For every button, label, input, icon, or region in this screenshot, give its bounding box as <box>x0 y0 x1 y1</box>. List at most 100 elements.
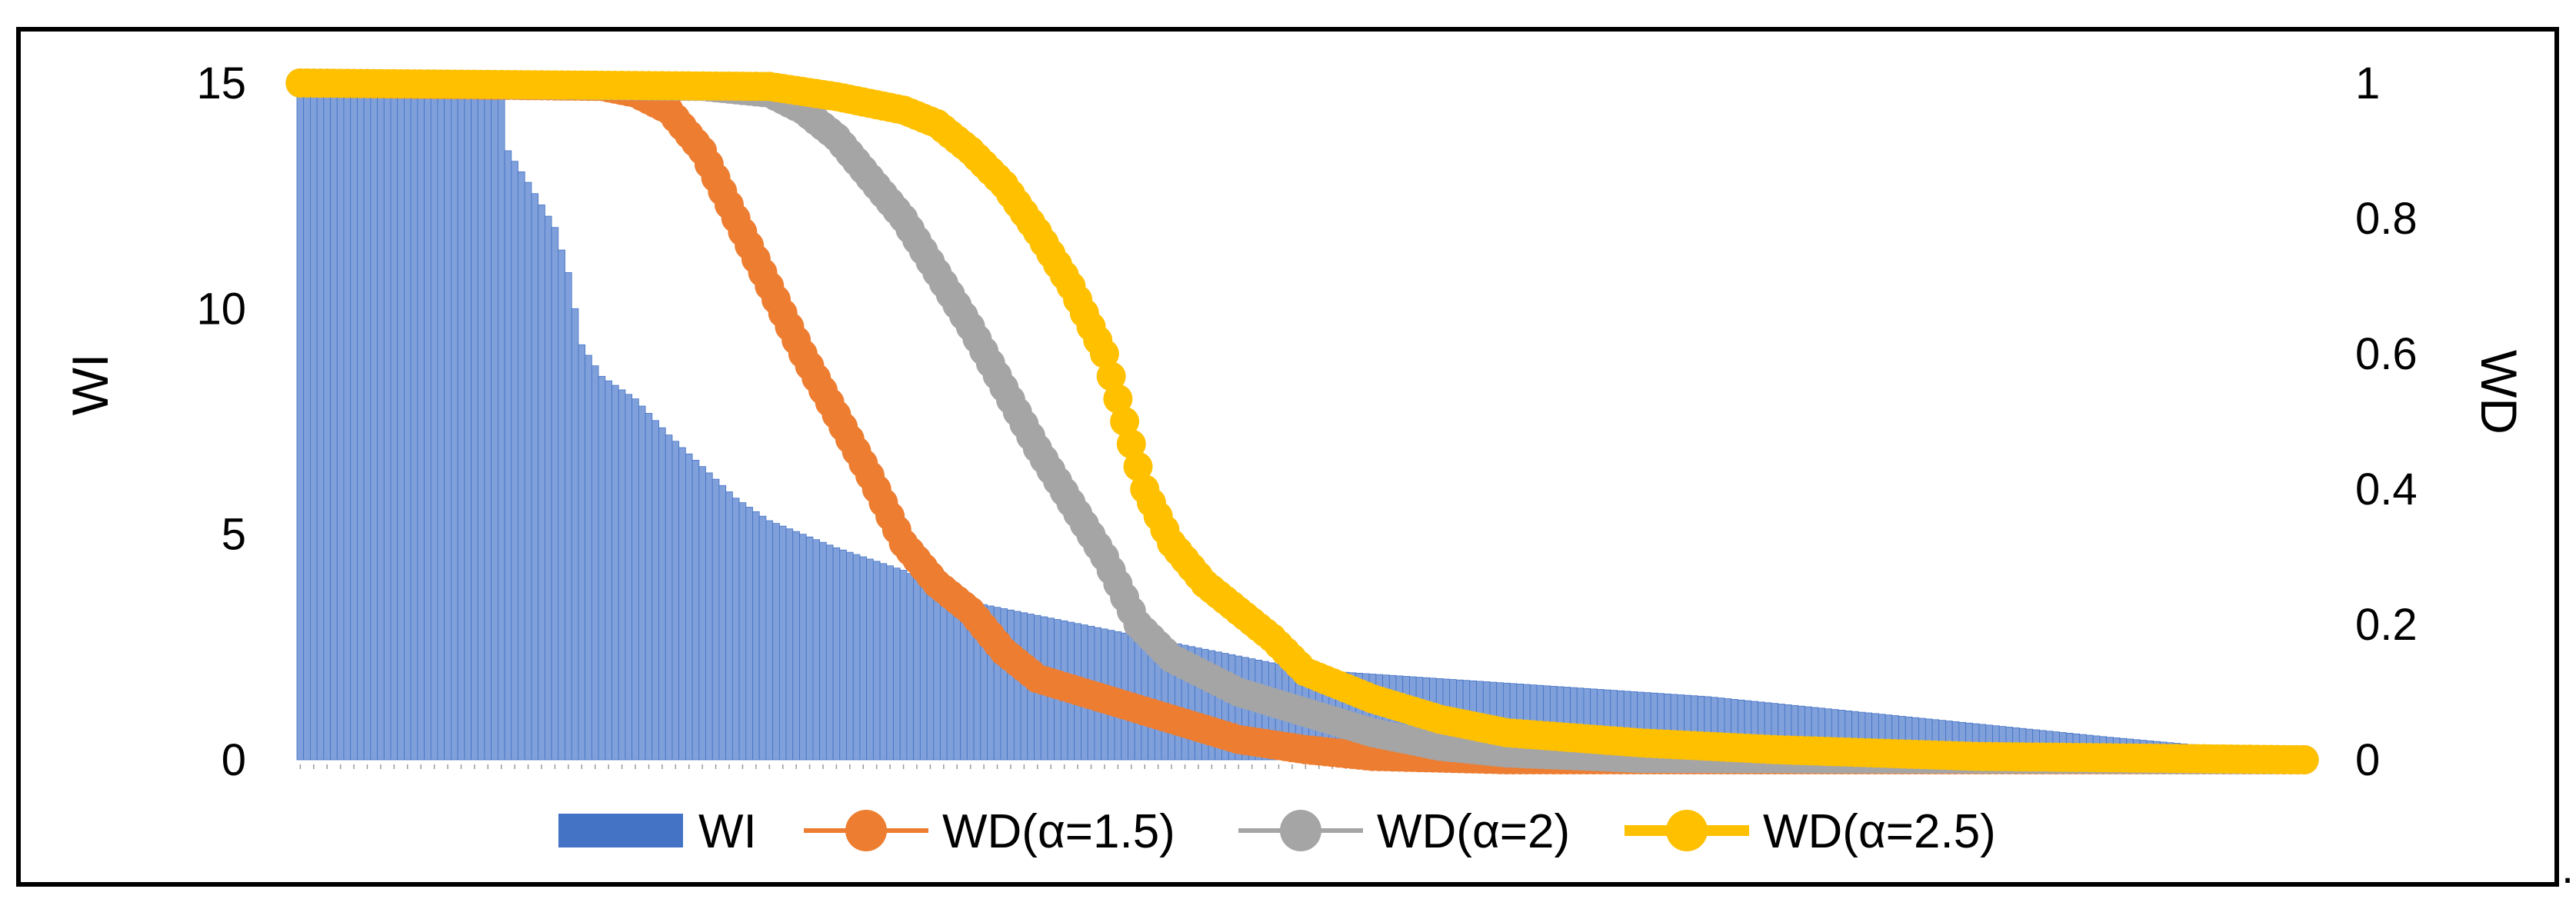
wi-bar <box>711 478 720 761</box>
wi-bar <box>632 398 639 761</box>
wi-bar <box>725 491 733 761</box>
wi-bar <box>477 82 485 761</box>
legend-label: WD(α=2.5) <box>1763 805 1996 858</box>
wi-bar <box>296 82 305 761</box>
wi-bar <box>444 82 452 761</box>
wi-bar <box>832 547 841 761</box>
wi-bar <box>491 82 498 761</box>
right-tick-label: 0.4 <box>2355 464 2418 514</box>
legend-label: WD(α=1.5) <box>942 805 1175 858</box>
wi-bar <box>625 394 633 761</box>
wd-point <box>1110 407 1140 436</box>
wi-bar <box>906 573 915 761</box>
wi-bar <box>451 82 458 761</box>
wi-bar <box>785 528 794 761</box>
wi-bar <box>872 561 881 761</box>
wi-bar <box>846 551 854 761</box>
wi-bar <box>457 82 465 761</box>
wi-bar <box>645 413 653 761</box>
wi-bar <box>363 82 372 761</box>
wi-bar <box>343 82 352 761</box>
wi-bar <box>357 82 365 761</box>
wi-bar <box>691 460 700 761</box>
wi-bar <box>370 82 378 761</box>
wi-bar <box>424 82 432 761</box>
wi-bar <box>805 536 814 761</box>
wi-bar <box>859 556 868 761</box>
wi-bar <box>618 389 626 761</box>
left-tick-label: 5 <box>222 510 246 560</box>
wi-bar <box>551 227 559 761</box>
wi-bar <box>471 82 478 761</box>
wi-bar <box>404 82 412 761</box>
wi-bar <box>383 82 392 761</box>
wi-bar <box>571 308 579 761</box>
legend-marker <box>1280 810 1321 851</box>
wi-bar <box>323 82 331 761</box>
wi-bar <box>919 579 928 761</box>
wi-bar <box>752 511 760 761</box>
wi-bar <box>578 344 586 761</box>
right-axis-ticks: 0 0.2 0.4 0.6 0.8 1 <box>2355 58 2418 785</box>
wi-bar <box>504 150 512 761</box>
wi-bar <box>531 193 539 761</box>
wi-bar <box>738 502 747 761</box>
wd-point <box>1123 451 1153 481</box>
wi-bar <box>410 82 418 761</box>
wi-bar <box>638 405 646 761</box>
wi-bar <box>758 515 767 761</box>
wi-bar <box>698 466 706 761</box>
wi-bar <box>598 375 606 761</box>
wi-bar <box>558 249 565 761</box>
wi-bar <box>852 554 861 761</box>
wi-bar <box>518 171 525 761</box>
trailing-mark: . <box>2561 843 2574 893</box>
wi-bar <box>612 385 619 761</box>
legend-label: WD(α=2) <box>1377 805 1570 858</box>
right-tick-label: 0.6 <box>2355 329 2418 379</box>
wi-bar <box>585 355 592 761</box>
wi-bar <box>866 558 874 761</box>
wi-bar <box>350 82 358 761</box>
wi-bar <box>390 82 398 761</box>
wd-point <box>2289 745 2319 774</box>
wd-lines <box>285 68 2319 774</box>
wi-bar <box>886 565 894 761</box>
wi-bar <box>893 568 901 761</box>
wi-bar <box>678 447 686 761</box>
wi-bar <box>1013 611 1021 761</box>
wi-bar <box>437 82 445 761</box>
wi-bar <box>498 82 505 761</box>
wi-bar <box>330 82 338 761</box>
wi-bar <box>671 441 680 761</box>
wi-bar <box>484 82 492 761</box>
wi-bar <box>336 82 345 761</box>
wi-bar <box>879 563 888 761</box>
wi-bar <box>651 420 659 761</box>
wd-point <box>1096 361 1126 391</box>
wi-bar <box>718 484 727 761</box>
wi-bar <box>658 427 666 761</box>
wi-bar <box>745 507 753 761</box>
legend-label: WI <box>698 805 757 858</box>
wi-bar <box>933 585 941 761</box>
wd-point <box>1116 429 1146 459</box>
wi-bar <box>899 570 908 761</box>
wi-bar <box>605 380 612 761</box>
legend: WI WD(α=1.5) WD(α=2) WD(α=2.5) <box>558 805 1996 858</box>
right-tick-label: 0 <box>2355 735 2380 785</box>
wi-bar <box>524 181 532 761</box>
wi-bar <box>397 82 405 761</box>
wd-point <box>1089 339 1119 368</box>
wi-bar <box>377 82 385 761</box>
wi-bar <box>772 523 780 761</box>
legend-marker <box>845 810 887 851</box>
left-axis-title: WI <box>62 354 118 416</box>
wi-bar <box>812 539 821 761</box>
wi-bar <box>538 204 545 761</box>
wi-bar <box>839 549 847 761</box>
wd-series-3 <box>285 68 2319 774</box>
wi-bar <box>792 531 800 761</box>
wi-bar <box>511 161 518 761</box>
